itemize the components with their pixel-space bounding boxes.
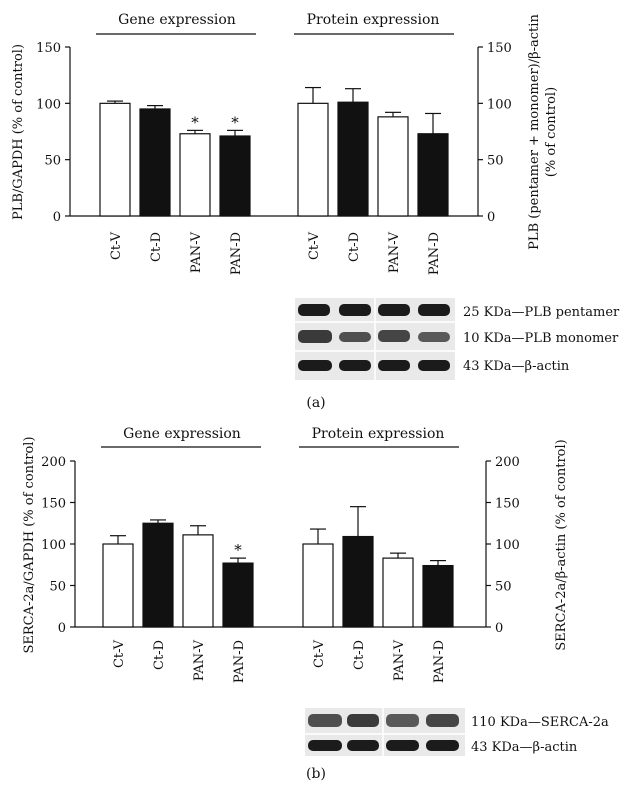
blot-band <box>339 332 371 342</box>
panel-a-bar-gene-pan-v <box>179 133 211 217</box>
panel-b-category-label: Ct-D <box>152 640 167 670</box>
panel-a-significance-marker: * <box>191 113 199 131</box>
panel-b-bar-protein-ct-v <box>302 543 334 628</box>
panel-a-blot-label-monomer: 10 KDa—PLB monomer <box>463 331 619 346</box>
panel-a-left-axis-label: PLB/GAPDH (% of control) <box>11 44 26 220</box>
blot-band <box>386 740 419 751</box>
blot-band <box>426 740 459 751</box>
panel-a-right-tick-label: 0 <box>487 210 495 225</box>
panel-a-right-axis-label-line1: PLB (pentamer + monomer)/β-actin <box>527 14 542 250</box>
blot-band <box>339 304 371 316</box>
panel-a-chart: Gene expression Protein expression PLB/G… <box>11 12 620 411</box>
panel-b-bar-protein-pan-d <box>422 564 454 628</box>
panel-b-axes: 0 0 50 50 100 100 150 150 200 200 <box>41 455 520 636</box>
panel-b-bar-gene-ct-d <box>142 522 174 628</box>
panel-b-bar-gene-ct-v <box>102 543 134 628</box>
panel-b-protein-group-title: Protein expression <box>312 426 445 442</box>
blot-band <box>378 304 410 316</box>
blot-band <box>418 304 450 316</box>
blot-band <box>378 360 410 371</box>
blot-band <box>347 714 379 727</box>
panel-b-significance-marker: * <box>234 541 242 559</box>
blot-band <box>308 740 342 751</box>
panel-b-category-label: PAN-V <box>192 639 207 681</box>
panel-a-bar-gene-ct-v <box>99 102 131 217</box>
panel-a-label: (a) <box>306 395 325 411</box>
panel-a-bar-gene-ct-d <box>139 108 171 217</box>
panel-b-left-tick-label: 200 <box>41 455 66 470</box>
panel-b-left-tick-label: 50 <box>49 580 66 595</box>
blot-band <box>418 332 450 342</box>
blot-band <box>426 714 459 727</box>
blot-band <box>298 360 332 371</box>
panel-a-bar-gene-pan-d <box>219 135 251 217</box>
panel-b-label: (b) <box>306 766 326 782</box>
blot-band <box>386 714 419 727</box>
panel-a-left-tick-label: 50 <box>44 154 61 169</box>
panel-b-western-blot <box>305 708 465 756</box>
panel-b-category-label: PAN-V <box>392 639 407 681</box>
panel-b-category-label: Ct-V <box>312 639 327 668</box>
panel-a-category-label: Ct-D <box>149 232 164 262</box>
panel-a-gene-group-title: Gene expression <box>118 12 236 28</box>
panel-a-right-tick-label: 50 <box>487 154 504 169</box>
panel-a-bars: Ct-V Ct-D PAN-V * PAN-D * Ct-V Ct-D PAN-V PAN-D <box>99 86 449 275</box>
panel-a-bar-protein-ct-d <box>337 101 369 217</box>
panel-b-category-label: PAN-D <box>232 640 247 683</box>
panel-b-right-tick-label: 0 <box>495 621 503 636</box>
panel-b-bar-protein-pan-v <box>382 557 414 628</box>
panel-b-right-tick-label: 200 <box>495 455 520 470</box>
panel-b-bar-gene-pan-d <box>222 562 254 628</box>
panel-b-right-axis-label: SERCA-2a/β-actin (% of control) <box>554 439 569 650</box>
panel-a-category-label: Ct-V <box>109 231 124 260</box>
panel-b-category-label: Ct-D <box>352 640 367 670</box>
panel-a-right-axis-label-line2: (% of control) <box>544 87 559 177</box>
panel-a-blot-label-actin: 43 KDa—β-actin <box>463 359 570 374</box>
blot-band <box>339 360 371 371</box>
panel-b-left-axis-label: SERCA-2a/GAPDH (% of control) <box>22 436 37 653</box>
panel-a-left-tick-label: 0 <box>53 210 61 225</box>
blot-band <box>298 330 332 343</box>
panel-a-left-tick-label: 100 <box>36 97 61 112</box>
panel-b-bars: Ct-V Ct-D PAN-V PAN-D * Ct-V Ct-D PAN-V PAN-D <box>102 506 454 683</box>
blot-band <box>418 360 450 371</box>
panel-a-category-label: PAN-V <box>387 231 402 273</box>
blot-band <box>378 330 410 342</box>
panel-b-right-tick-label: 100 <box>495 538 520 553</box>
panel-b-right-tick-label: 150 <box>495 497 520 512</box>
panel-b-blot-label-actin: 43 KDa—β-actin <box>471 740 578 755</box>
panel-a-category-label: Ct-D <box>347 232 362 262</box>
blot-band <box>308 714 342 727</box>
panel-b-left-tick-label: 0 <box>58 621 66 636</box>
panel-a-bar-protein-ct-v <box>297 102 329 217</box>
panel-a-right-tick-label: 100 <box>487 97 512 112</box>
panel-b-left-tick-label: 150 <box>41 497 66 512</box>
panel-a-western-blot <box>295 298 455 380</box>
panel-a-bar-protein-pan-v <box>377 116 409 217</box>
panel-a-blot-label-pentamer: 25 KDa—PLB pentamer <box>463 305 620 320</box>
panel-a-protein-group-title: Protein expression <box>307 12 440 28</box>
panel-a-significance-marker: * <box>231 113 239 131</box>
panel-b-bar-protein-ct-d <box>342 535 374 628</box>
panel-a-left-tick-label: 150 <box>36 41 61 56</box>
panel-a-bar-protein-pan-d <box>417 133 449 217</box>
panel-b-gene-group-title: Gene expression <box>123 426 241 442</box>
panel-b-right-tick-label: 50 <box>495 580 512 595</box>
panel-b-category-label: PAN-D <box>432 640 447 683</box>
panel-a-category-label: PAN-V <box>189 231 204 273</box>
panel-a-category-label: PAN-D <box>427 232 442 275</box>
panel-a-right-tick-label: 150 <box>487 41 512 56</box>
blot-band <box>347 740 379 751</box>
panel-a-category-label: Ct-V <box>307 231 322 260</box>
panel-a-category-label: PAN-D <box>229 232 244 275</box>
panel-b-chart: Gene expression Protein expression SERCA… <box>22 426 609 782</box>
blot-band <box>298 304 330 316</box>
panel-b-bar-gene-pan-v <box>182 534 214 628</box>
panel-b-left-tick-label: 100 <box>41 538 66 553</box>
panel-b-category-label: Ct-V <box>112 639 127 668</box>
panel-b-blot-label-serca: 110 KDa—SERCA-2a <box>471 715 609 730</box>
panel-a-axes: 0 0 50 50 100 100 150 150 <box>36 41 512 225</box>
